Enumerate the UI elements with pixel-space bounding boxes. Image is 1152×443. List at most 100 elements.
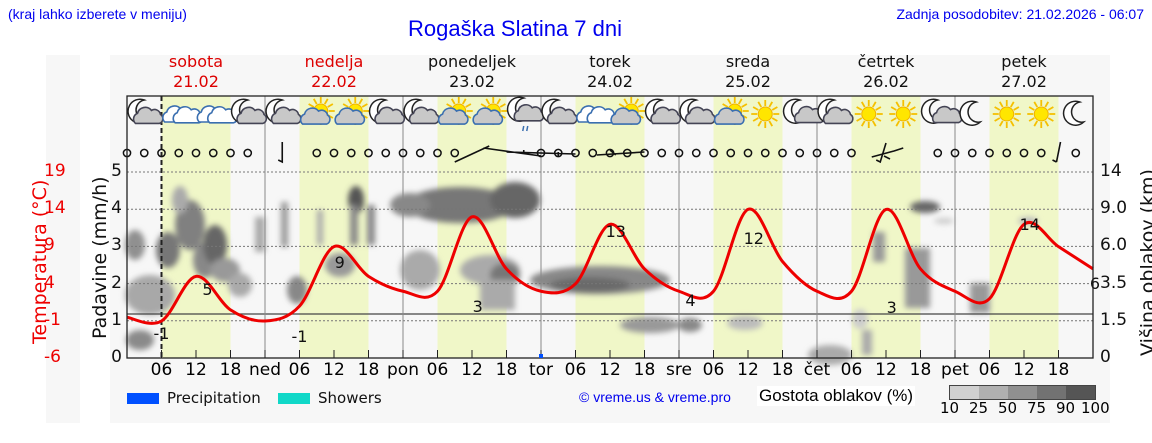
density-scale-label: 75	[1027, 399, 1047, 417]
moon-icon	[1062, 100, 1087, 126]
cloud-density-scale	[949, 385, 1096, 400]
temperature-value-label: 14	[1020, 215, 1040, 234]
precipitation-tick: 5	[111, 161, 122, 181]
chart-axes	[126, 95, 1094, 359]
x-tick: 06	[702, 360, 725, 380]
legend-precipitation: Precipitation	[127, 389, 261, 407]
sun-icon	[1027, 100, 1056, 128]
x-tick: sre	[666, 360, 692, 380]
day-name: sreda	[725, 52, 771, 71]
menu-hint: (kraj lahko izberete v meniju)	[8, 6, 187, 22]
density-swatch	[1037, 386, 1066, 399]
x-tick: 12	[185, 360, 207, 380]
x-tick: 18	[633, 360, 656, 380]
sun-cloud-icon	[713, 97, 749, 125]
x-tick: 18	[357, 360, 380, 380]
legend-showers: Showers	[278, 389, 382, 407]
temperature-value-label: -1	[292, 327, 308, 346]
temperature-tick: -1	[44, 309, 61, 330]
x-tick: 18	[771, 360, 794, 380]
copyright-link[interactable]: © vreme.us & vreme.pro	[579, 389, 731, 405]
day-name: petek	[1001, 52, 1047, 71]
temperature-line	[126, 207, 1094, 325]
temperature-value-label: -1	[154, 324, 170, 343]
temperature-value-label: 3	[473, 297, 483, 316]
x-tick: pet	[941, 360, 969, 380]
x-tick: 12	[737, 360, 759, 380]
temperature-tick: 19	[44, 161, 66, 181]
sun-icon	[889, 100, 918, 128]
day-date: 22.02	[311, 72, 357, 91]
page-title: Rogaška Slatina 7 dni	[407, 16, 623, 41]
day-name: četrtek	[857, 52, 915, 71]
density-scale-label: 90	[1056, 399, 1076, 417]
showers-label: Showers	[318, 389, 382, 407]
cloud-icon	[196, 105, 238, 124]
x-tick: 12	[323, 360, 345, 380]
temperature-labels: -15-193134123143142126	[154, 215, 1101, 346]
day-label-6: petek 27.02	[964, 52, 1084, 92]
cloud-height-tick: 0	[1100, 347, 1111, 367]
sun-icon	[751, 100, 780, 128]
precipitation-tick: 2	[111, 272, 122, 293]
day-dividers	[160, 96, 956, 358]
moon-cloud-icon	[265, 98, 302, 125]
x-tick: 12	[599, 360, 621, 380]
x-tick: 18	[1047, 360, 1070, 380]
day-label-0: sobota 21.02	[136, 52, 256, 92]
cloud-height-tick: 1.5	[1100, 309, 1128, 330]
day-date: 23.02	[449, 72, 495, 91]
x-tick: 06	[150, 360, 173, 380]
moon-cloud-icon	[541, 98, 578, 125]
x-tick: 18	[909, 360, 932, 380]
cloud-density-title: Gostota oblakov (%)	[757, 386, 916, 406]
day-date: 21.02	[173, 72, 219, 91]
precipitation-tick: 4	[111, 198, 122, 219]
moon-cloud-icon	[403, 98, 440, 125]
x-tick: pon	[387, 360, 419, 380]
density-scale-label: 10	[940, 399, 960, 417]
last-update: Zadnja posodobitev: 21.02.2026 - 06:07	[896, 6, 1144, 22]
moon-icon	[959, 100, 983, 126]
day-name: ponedeljek	[428, 52, 516, 71]
x-tick: 06	[978, 360, 1001, 380]
day-date: 25.02	[725, 72, 771, 91]
sun-cloud-icon	[472, 97, 508, 125]
cloud-height-tick: 9.0	[1100, 198, 1128, 219]
showers-swatch	[278, 392, 310, 404]
density-swatch	[950, 386, 979, 399]
sun-icon	[854, 100, 883, 128]
density-swatch	[979, 386, 1008, 399]
day-label-2: ponedeljek 23.02	[412, 52, 532, 92]
temperature-value-label: 9	[335, 253, 345, 272]
day-name: nedelja	[304, 52, 364, 71]
x-tick: 12	[461, 360, 483, 380]
temperature-value-label: 3	[887, 298, 897, 317]
sun-icon	[992, 100, 1021, 128]
x-tick: 06	[288, 360, 311, 380]
day-name: torek	[589, 52, 631, 71]
x-tick: ned	[248, 360, 282, 380]
x-tick: 12	[875, 360, 897, 380]
moon-cloud-icon	[230, 98, 268, 125]
temperature-tick: -6	[44, 347, 61, 367]
precipitation-label: Precipitation	[167, 389, 261, 407]
day-date: 27.02	[1001, 72, 1047, 91]
precipitation-tick: 0	[111, 347, 122, 367]
cloud-density-field	[125, 182, 1038, 365]
density-swatch	[1008, 386, 1037, 399]
moon-cloud-icon	[368, 98, 406, 125]
sun-cloud-icon	[610, 97, 646, 125]
moon-cloud-rain-icon	[506, 96, 545, 132]
temperature-tick: 4	[44, 272, 55, 293]
temperature-value-label: 13	[606, 222, 626, 241]
sun-cloud-icon	[334, 97, 370, 125]
x-tick: tor	[528, 360, 554, 380]
x-tick: 06	[840, 360, 863, 380]
sun-cloud-icon	[299, 97, 335, 125]
cloud-height-tick: 14	[1100, 161, 1122, 181]
day-label-3: torek 24.02	[550, 52, 670, 92]
density-scale-label: 25	[969, 399, 989, 417]
x-tick: 18	[495, 360, 518, 380]
